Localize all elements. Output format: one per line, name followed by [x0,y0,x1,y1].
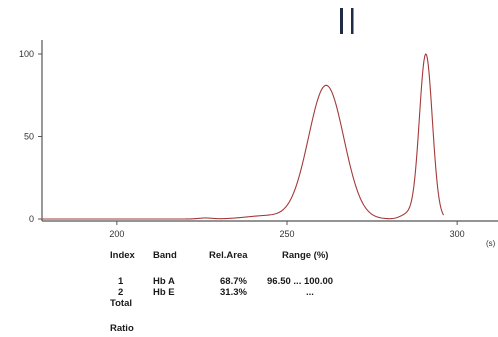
x-ticks: 200 250 300 [109,221,464,239]
table-row-2-relarea: 31.3% [220,287,247,298]
result-table: Index Band Rel.Area Range (%) 1 Hb A 68.… [110,250,333,334]
electropherogram-trace [42,54,444,219]
top-marker-bar-right [351,8,354,34]
top-marker-bar-left [340,8,343,34]
y-ticks: 0 50 100 [19,49,42,224]
table-row-2-band: Hb E [153,287,175,298]
table-total-label: Total [110,298,132,309]
table-row-1-relarea: 68.7% [220,276,247,287]
x-unit-label: (s) [486,239,496,248]
table-row-1-index: 1 [118,276,124,287]
y-tick-label-50: 50 [24,132,34,142]
table-header-index: Index [110,250,136,261]
table-header-band: Band [153,250,177,261]
table-ratio-label: Ratio [110,323,134,334]
x-tick-label-250: 250 [279,229,294,239]
table-header-range: Range (%) [282,250,328,261]
table-row-1-band: Hb A [153,276,175,287]
table-row-2-index: 2 [118,287,123,298]
table-row-2-range: ... [306,287,314,298]
table-row-1-range: 96.50 ... 100.00 [267,276,333,287]
x-tick-label-200: 200 [109,229,124,239]
y-tick-label-0: 0 [29,214,34,224]
table-header-relarea: Rel.Area [209,250,248,261]
y-tick-label-100: 100 [19,49,34,59]
x-tick-label-300: 300 [450,229,465,239]
